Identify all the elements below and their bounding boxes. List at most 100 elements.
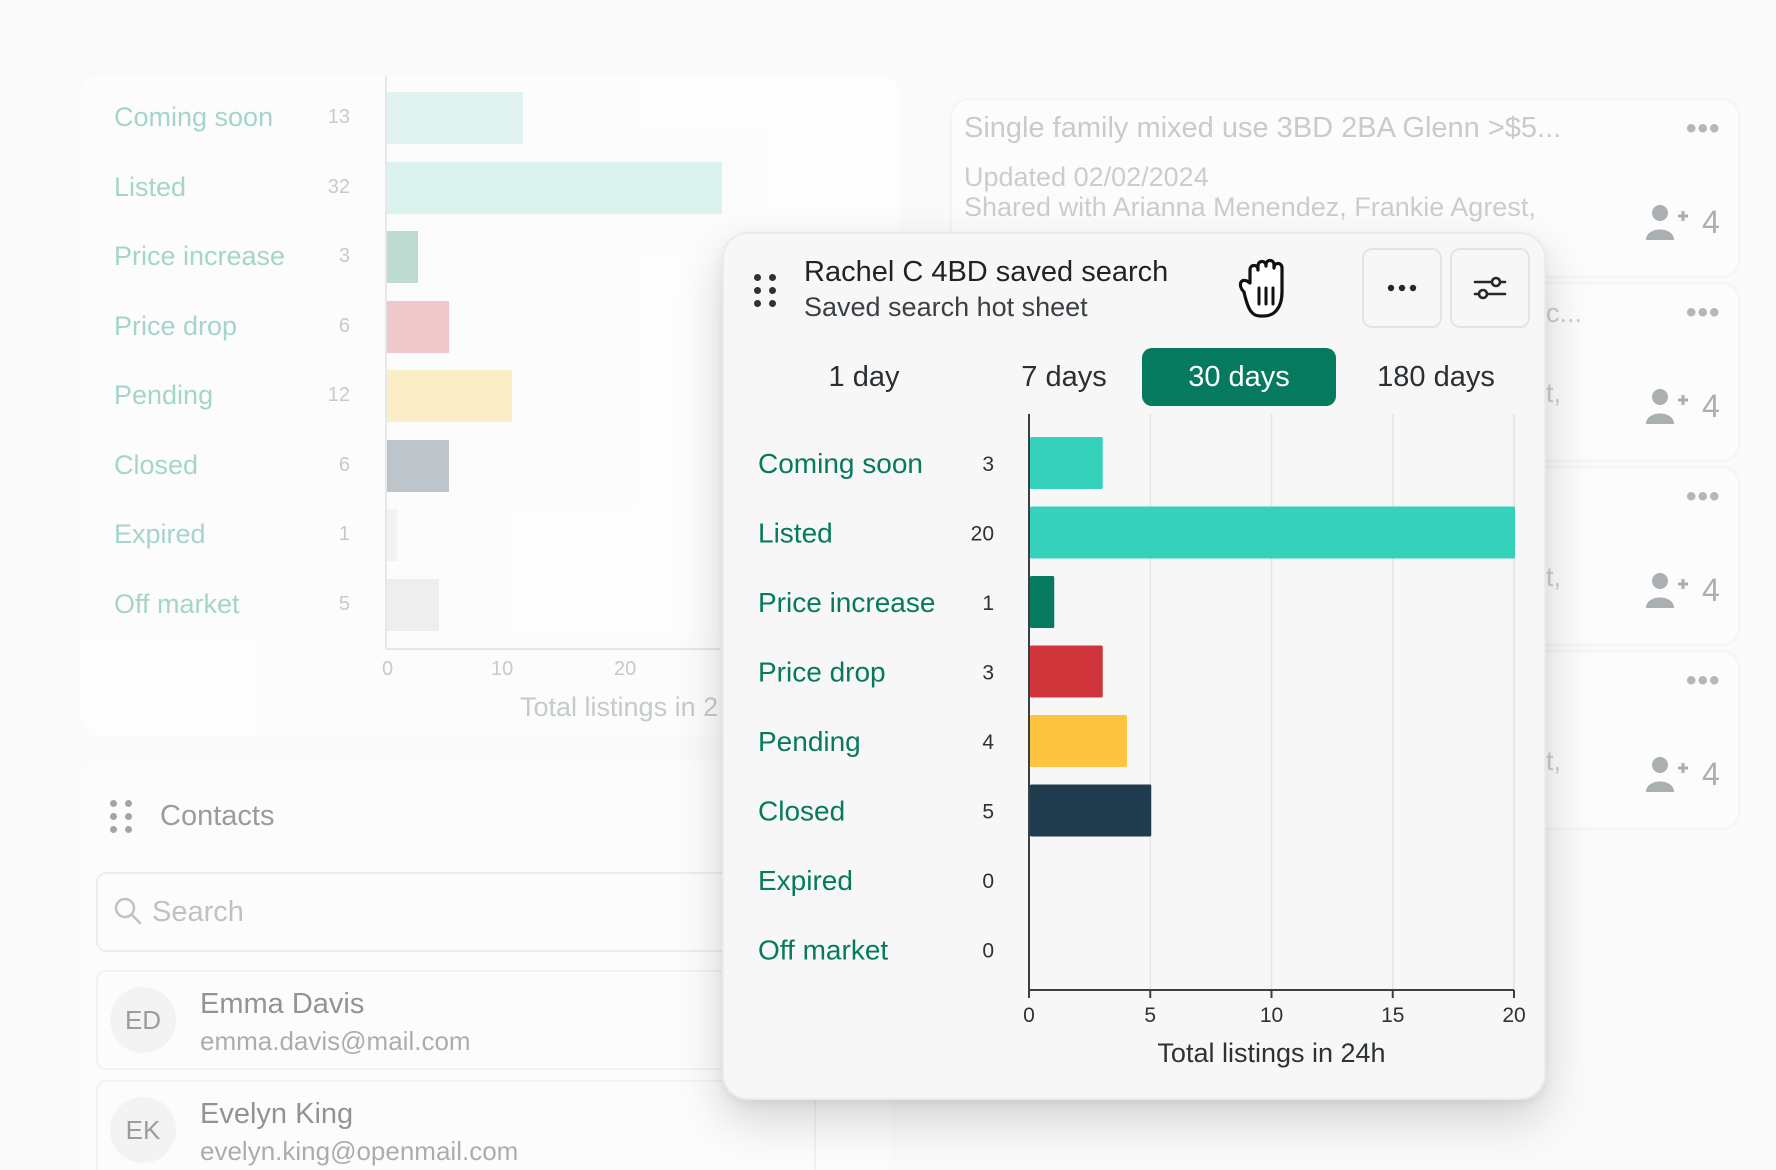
category-count: 4: [982, 731, 994, 754]
more-horizontal-icon: [1387, 284, 1417, 292]
background-category-label: Price increase: [114, 241, 286, 271]
background-category-label: Listed: [114, 171, 187, 202]
category-label: Off market: [758, 935, 888, 966]
background-tick: 20: [614, 658, 637, 680]
category-label: Pending: [758, 726, 861, 757]
category-count: 5: [982, 801, 994, 824]
background-category-count: 1: [338, 523, 350, 545]
add-user-icon[interactable]: [1646, 388, 1690, 424]
category-label: Price increase: [758, 587, 935, 618]
tab-1-day[interactable]: 1 day: [828, 360, 900, 393]
saved-search-updated: Updated 02/02/2024: [964, 162, 1209, 192]
search-icon: [114, 897, 142, 925]
background-category-label: Expired: [114, 519, 206, 549]
category-count: 20: [971, 523, 994, 546]
background-bar: [386, 300, 449, 353]
share-count: 4: [1702, 572, 1720, 608]
contact-row[interactable]: [96, 1080, 816, 1170]
bar: [1030, 437, 1103, 489]
avatar: EK: [110, 1097, 176, 1163]
contact-name: Evelyn King: [200, 1098, 354, 1130]
background-category-count: 3: [338, 245, 350, 267]
category-count: 1: [982, 592, 994, 615]
background-category-label: Price drop: [114, 310, 238, 341]
contact-email: evelyn.king@openmail.com: [200, 1136, 519, 1166]
background-bar: [386, 439, 449, 492]
tab-7-days[interactable]: 7 days: [1021, 360, 1107, 393]
saved-search-title: Single family mixed use 3BD 2BA Glenn >$…: [964, 112, 1562, 144]
category-label: Price drop: [758, 657, 886, 688]
background-category-label: Closed: [114, 449, 199, 480]
background-bar: [386, 231, 418, 283]
add-user-icon[interactable]: [1646, 756, 1690, 792]
background-category-count: 12: [327, 384, 350, 406]
category-label: Coming soon: [758, 448, 923, 479]
bar: [1030, 784, 1152, 837]
drag-handle-icon[interactable]: [754, 274, 776, 307]
background-tick: 10: [491, 658, 514, 680]
background-category-label: Coming soon: [114, 102, 274, 132]
background-bar: [386, 370, 512, 422]
grab-hand-icon: [1238, 258, 1284, 318]
background-tick: 0: [382, 658, 394, 680]
background-category-count: 13: [327, 106, 350, 128]
category-count: 3: [982, 453, 994, 476]
widget-title: Rachel C 4BD saved search: [804, 256, 1169, 288]
background-category-count: 32: [327, 175, 350, 198]
add-user-icon[interactable]: [1646, 204, 1690, 240]
more-horizontal-icon[interactable]: •••: [1686, 112, 1721, 145]
x-tick-label: 10: [1260, 1004, 1283, 1027]
category-count: 0: [982, 870, 994, 893]
background-category-label: Pending: [114, 380, 214, 410]
category-label: Listed: [758, 518, 833, 549]
tab-180-days[interactable]: 180 days: [1377, 360, 1495, 393]
share-count: 4: [1702, 204, 1720, 240]
contact-name: Emma Davis: [200, 988, 365, 1020]
category-label: Expired: [758, 865, 853, 896]
bar: [1030, 645, 1103, 698]
background-bar: [386, 161, 722, 214]
search-placeholder: Search: [152, 896, 244, 928]
background-category-label: Off market: [114, 588, 240, 619]
more-horizontal-icon[interactable]: •••: [1686, 480, 1721, 513]
widget-subtitle: Saved search hot sheet: [804, 292, 1088, 322]
category-label: Closed: [758, 796, 845, 827]
listings-bar-chart: Coming soon 3 Listed 20 Price increase 1 Price…: [758, 414, 1526, 1068]
background-bar: [386, 92, 523, 144]
saved-search-partial-text: c...: [1546, 298, 1583, 328]
more-options-button[interactable]: [1362, 248, 1442, 328]
drag-handle-icon[interactable]: [110, 800, 132, 833]
category-count: 3: [982, 662, 994, 685]
tab-30-days[interactable]: 30 days: [1142, 348, 1336, 406]
background-chart-xlabel: Total listings in 2: [520, 692, 719, 722]
contact-email: emma.davis@mail.com: [200, 1026, 471, 1056]
saved-search-partial-text: t,: [1546, 746, 1562, 776]
background-category-count: 5: [338, 592, 350, 615]
background-bar: [386, 509, 397, 561]
background-chart-y-axis: [385, 76, 387, 650]
category-count: 0: [982, 940, 994, 963]
saved-search-partial-text: t,: [1546, 562, 1562, 592]
background-category-count: 6: [338, 314, 350, 337]
x-tick-label: 20: [1502, 1004, 1525, 1027]
avatar: ED: [110, 987, 176, 1053]
bar: [1030, 715, 1127, 767]
contacts-search-input[interactable]: [96, 872, 816, 952]
x-tick-label: 15: [1381, 1004, 1404, 1027]
add-user-icon[interactable]: [1646, 572, 1690, 608]
saved-search-shared: Shared with Arianna Menendez, Frankie Ag…: [964, 192, 1536, 222]
hot-sheet-widget[interactable]: Rachel C 4BD saved search Saved search h…: [722, 232, 1546, 1100]
saved-search-partial-text: t,: [1546, 378, 1562, 408]
x-tick-label: 5: [1144, 1004, 1156, 1027]
bar: [1030, 506, 1515, 559]
background-category-count: 6: [338, 453, 350, 476]
x-tick-label: 0: [1023, 1004, 1035, 1027]
share-count: 4: [1702, 388, 1720, 424]
more-horizontal-icon[interactable]: •••: [1686, 664, 1721, 697]
more-horizontal-icon[interactable]: •••: [1686, 296, 1721, 329]
background-bar: [386, 578, 439, 631]
filter-settings-button[interactable]: [1450, 248, 1530, 328]
bar: [1030, 576, 1055, 628]
background-chart-x-axis: [385, 648, 720, 650]
share-count: 4: [1702, 756, 1720, 792]
